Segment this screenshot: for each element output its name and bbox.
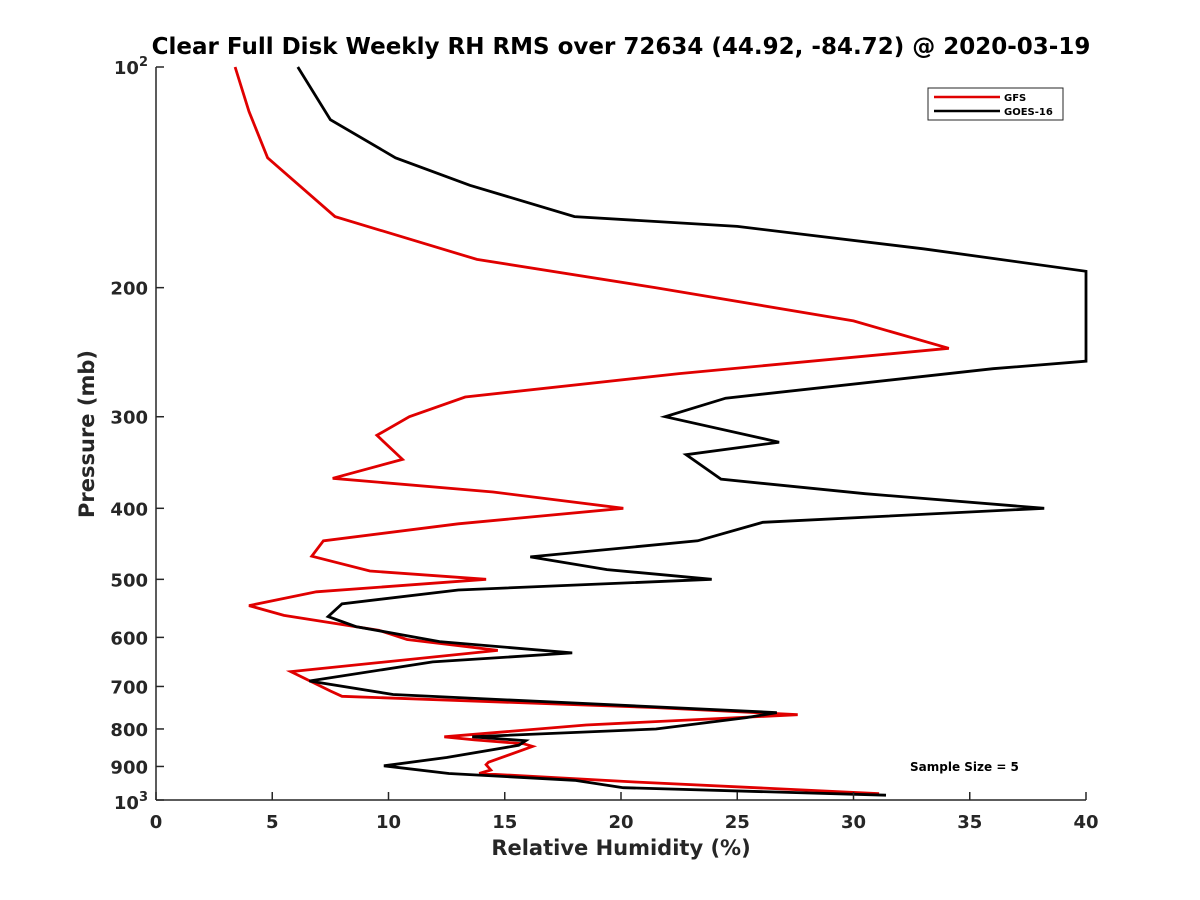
y-tick-label: 200 xyxy=(110,279,148,300)
sample-size-annotation: Sample Size = 5 xyxy=(910,760,1019,774)
y-tick-label: 600 xyxy=(110,628,148,649)
x-tick-label: 10 xyxy=(376,812,401,833)
y-tick-label: 500 xyxy=(110,570,148,591)
x-tick-label: 15 xyxy=(492,812,517,833)
y-tick-label: 900 xyxy=(110,757,148,778)
x-tick-label: 30 xyxy=(841,812,866,833)
legend-label-gfs: GFS xyxy=(1004,93,1026,104)
y-tick-label-top: 102 xyxy=(114,55,148,79)
x-axis-label: Relative Humidity (%) xyxy=(491,836,750,860)
x-tick-label: 35 xyxy=(957,812,982,833)
x-tick-label: 20 xyxy=(608,812,633,833)
y-tick-label: 300 xyxy=(110,408,148,429)
x-tick-label: 40 xyxy=(1073,812,1098,833)
x-tick-label: 25 xyxy=(725,812,750,833)
y-ticks: 102 103 200 300 400 500 600 700 800 900 xyxy=(110,55,164,814)
series-line-goes16 xyxy=(296,66,1088,797)
chart-title: Clear Full Disk Weekly RH RMS over 72634… xyxy=(152,34,1091,60)
legend: GFS GOES-16 xyxy=(927,87,1064,121)
x-ticks: 0 5 10 15 20 25 30 35 40 xyxy=(150,792,1099,833)
y-tick-label: 700 xyxy=(110,677,148,698)
y-tick-label-bottom: 103 xyxy=(114,790,148,814)
y-tick-label: 400 xyxy=(110,499,148,520)
x-tick-label: 0 xyxy=(150,812,163,833)
legend-label-goes16: GOES-16 xyxy=(1004,107,1053,118)
series-layer xyxy=(233,66,1088,797)
y-tick-label: 800 xyxy=(110,720,148,741)
y-axis-label: Pressure (mb) xyxy=(75,350,99,518)
legend-box xyxy=(927,87,1064,121)
plot-area: 0 5 10 15 20 25 30 35 40 102 103 200 300 400 500 600… xyxy=(110,55,1098,833)
x-tick-label: 5 xyxy=(266,812,279,833)
